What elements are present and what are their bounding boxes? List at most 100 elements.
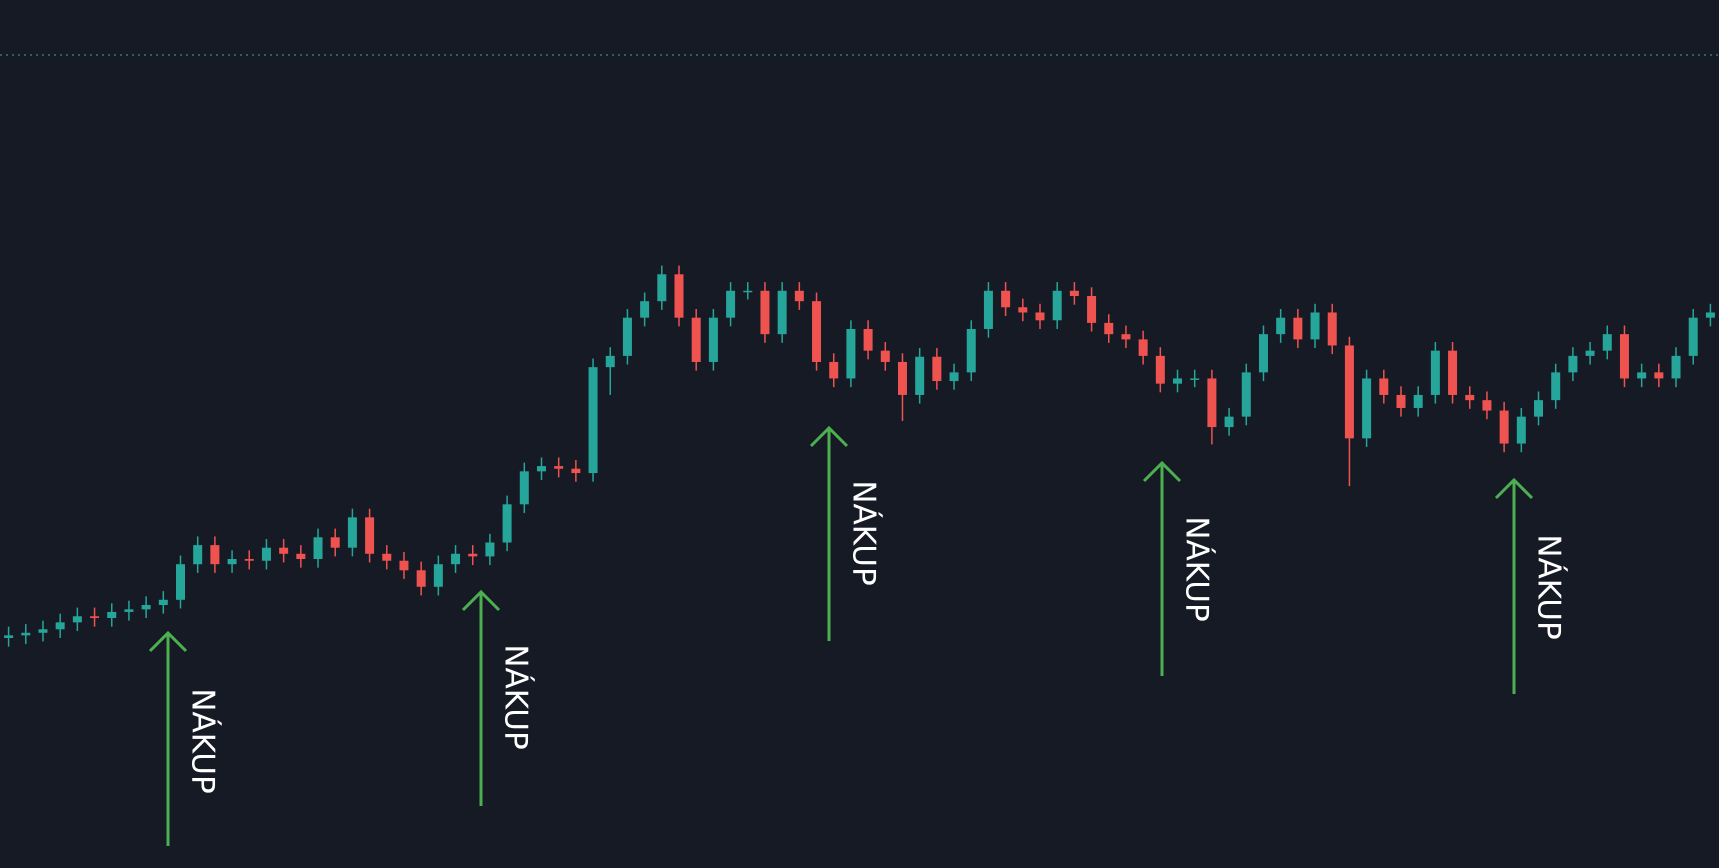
candle-body — [1001, 290, 1011, 308]
candle-body — [347, 517, 357, 548]
candle-body — [296, 553, 306, 559]
candle-body — [691, 317, 701, 362]
candle-body — [588, 367, 598, 474]
candle-body — [244, 558, 254, 561]
candle-body — [1190, 378, 1200, 380]
candle-body — [279, 547, 289, 554]
candle-body — [1173, 378, 1183, 384]
annotation-label: NÁKUP — [1179, 516, 1215, 621]
candle-body — [1362, 378, 1372, 439]
candle-body — [141, 604, 151, 610]
candle-body — [1327, 312, 1337, 346]
candle-body — [1344, 345, 1354, 439]
candle-body — [794, 290, 804, 302]
candle-body — [1052, 290, 1062, 321]
candle-body — [760, 290, 770, 335]
annotation-label: NÁKUP — [185, 688, 221, 793]
candle-body — [72, 616, 82, 623]
candle-body — [640, 301, 650, 318]
candle-body — [1551, 372, 1561, 401]
annotation-label: NÁKUP — [846, 480, 882, 585]
candle-body — [880, 350, 890, 362]
candle-body — [1138, 339, 1148, 356]
candle-body — [158, 599, 168, 605]
candle-body — [726, 290, 736, 318]
annotation-label: NÁKUP — [498, 644, 534, 749]
candle-body — [1654, 372, 1664, 379]
candle-body — [1448, 350, 1458, 395]
candle-body — [468, 553, 478, 557]
candle-body — [1430, 350, 1440, 395]
candle-body — [1465, 394, 1475, 401]
candle-body — [622, 317, 632, 356]
arrow-head — [1494, 477, 1534, 500]
candle-body — [107, 611, 117, 619]
candle-body — [1018, 307, 1028, 313]
candle-body — [399, 560, 409, 571]
candle-body — [1688, 317, 1698, 356]
candle-body — [1241, 372, 1251, 417]
candle-body — [674, 274, 684, 318]
candle-body — [193, 545, 203, 565]
candle-body — [1035, 312, 1045, 321]
candle-body — [1534, 400, 1544, 417]
candle-body — [4, 635, 14, 638]
candle-body — [983, 290, 993, 329]
candle-body — [21, 632, 31, 636]
candle-body — [915, 356, 925, 395]
candle-body — [1155, 355, 1165, 384]
candle-body — [1121, 334, 1131, 340]
candle-body — [863, 328, 873, 351]
candle-body — [1104, 322, 1114, 335]
candle-body — [657, 274, 667, 302]
candle-body — [365, 517, 375, 554]
candle-body — [1069, 290, 1079, 296]
candle-body — [416, 570, 426, 587]
candle-body — [1276, 317, 1286, 335]
arrow-head — [1142, 460, 1182, 483]
candle-body — [451, 553, 461, 565]
candle-body — [313, 537, 323, 559]
candle-body — [1516, 416, 1526, 444]
candle-body — [1258, 334, 1268, 373]
candle-body — [90, 616, 100, 619]
candle-body — [949, 372, 959, 382]
candle-body — [227, 558, 237, 565]
candle-body — [1413, 394, 1423, 408]
candle-body — [1207, 378, 1217, 428]
candle-body — [571, 468, 581, 474]
candle-body — [1396, 394, 1406, 408]
candle-body — [1310, 312, 1320, 340]
candle-body — [1379, 378, 1389, 395]
candle-body — [1087, 295, 1097, 323]
candle-body — [330, 537, 340, 548]
candle-body — [743, 290, 753, 293]
candle-body — [1619, 334, 1629, 379]
candle-body — [1637, 372, 1647, 379]
candle-body — [519, 471, 529, 505]
candle-body — [210, 545, 220, 565]
candle-body — [829, 361, 839, 379]
arrow-head — [461, 589, 501, 612]
candle-body — [554, 466, 564, 469]
candle-body — [897, 361, 907, 395]
candle-body — [124, 609, 134, 612]
candle-body — [846, 328, 856, 379]
arrow-head — [148, 630, 188, 653]
candle-body — [485, 542, 495, 557]
candle-body — [966, 328, 976, 373]
candle-body — [1671, 355, 1681, 379]
candle-body — [932, 356, 942, 382]
candle-body — [502, 504, 512, 543]
candle-body — [536, 466, 546, 472]
candle-body — [261, 547, 271, 561]
candle-body — [777, 290, 787, 335]
candle-body — [1482, 400, 1492, 411]
candle-body — [382, 553, 392, 561]
candle-body — [1224, 416, 1234, 428]
candle-body — [1568, 355, 1578, 373]
candle-body — [55, 622, 65, 630]
candle-body — [1602, 334, 1612, 351]
annotation-label: NÁKUP — [1531, 534, 1567, 639]
